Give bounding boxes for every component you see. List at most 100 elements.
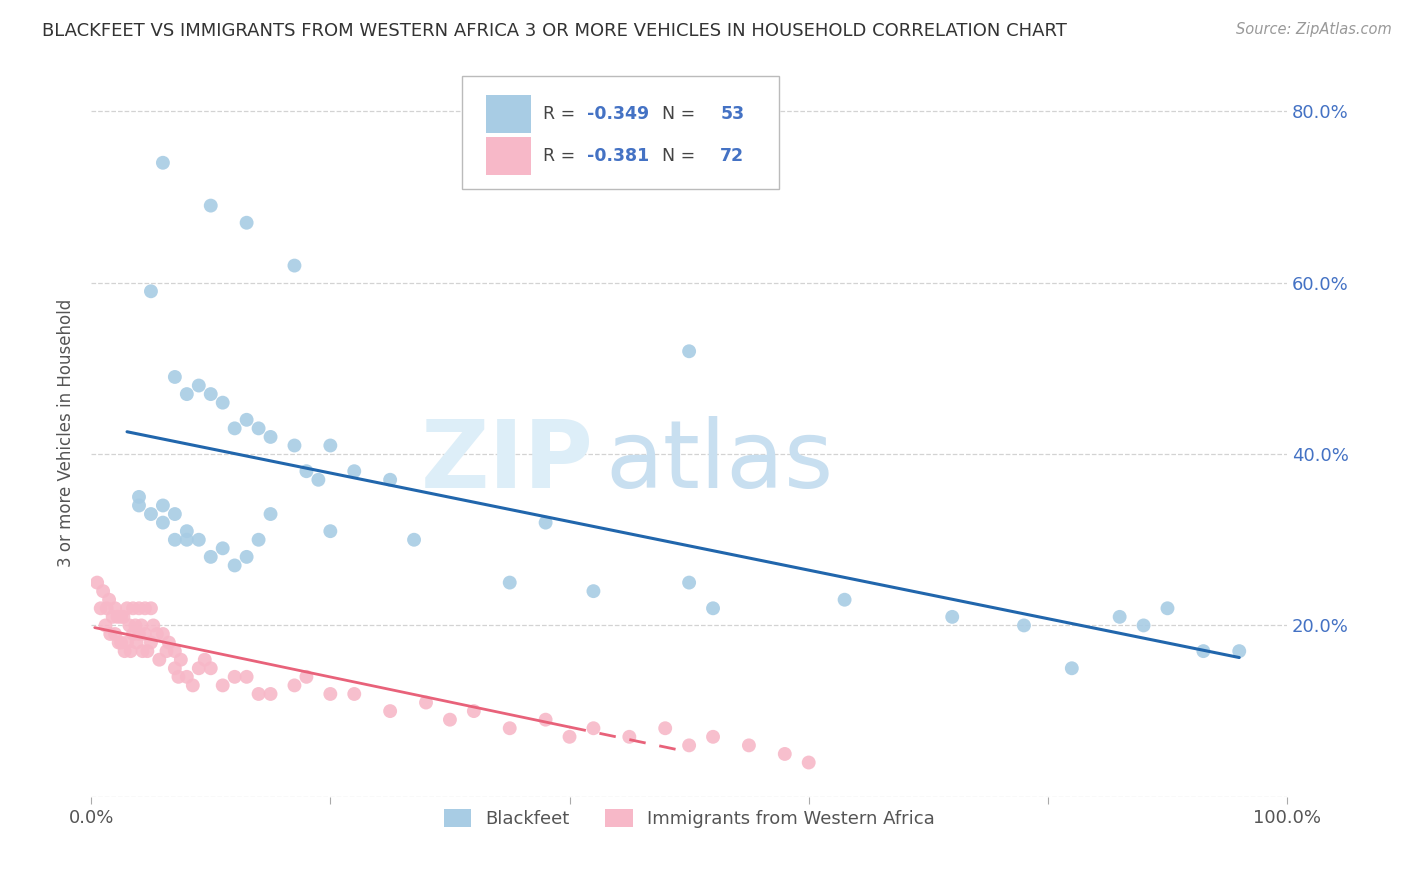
- Point: [402, 533, 425, 547]
- Point: [122, 627, 145, 641]
- Point: [283, 678, 305, 692]
- Point: [247, 421, 270, 435]
- Point: [211, 678, 233, 692]
- Text: N =: N =: [651, 147, 700, 165]
- Point: [1132, 618, 1154, 632]
- Point: [110, 635, 132, 649]
- Point: [247, 533, 270, 547]
- Point: [295, 464, 318, 478]
- Point: [139, 507, 162, 521]
- Point: [319, 438, 342, 452]
- Point: [187, 533, 209, 547]
- Point: [163, 507, 186, 521]
- Point: [702, 730, 724, 744]
- Point: [157, 635, 180, 649]
- Point: [702, 601, 724, 615]
- Point: [200, 549, 222, 564]
- Text: ZIP: ZIP: [420, 416, 593, 508]
- Point: [582, 721, 605, 735]
- Point: [91, 584, 114, 599]
- Point: [439, 713, 461, 727]
- Point: [128, 490, 150, 504]
- Point: [224, 670, 246, 684]
- FancyBboxPatch shape: [486, 137, 531, 175]
- Point: [235, 216, 257, 230]
- Text: 53: 53: [720, 105, 744, 123]
- Point: [128, 627, 150, 641]
- Point: [146, 627, 169, 641]
- Point: [139, 285, 162, 299]
- Point: [283, 259, 305, 273]
- Point: [181, 678, 204, 692]
- Point: [235, 549, 257, 564]
- Point: [200, 387, 222, 401]
- Point: [115, 601, 138, 615]
- Point: [200, 198, 222, 212]
- Point: [343, 687, 366, 701]
- Point: [139, 601, 162, 615]
- Point: [1012, 618, 1035, 632]
- Point: [211, 395, 233, 409]
- Text: -0.349: -0.349: [588, 105, 650, 123]
- Point: [163, 533, 186, 547]
- Text: N =: N =: [651, 105, 700, 123]
- Point: [295, 670, 318, 684]
- Text: -0.381: -0.381: [588, 147, 650, 165]
- Point: [378, 704, 401, 718]
- Point: [534, 516, 557, 530]
- Point: [142, 618, 165, 632]
- Point: [125, 635, 148, 649]
- Point: [194, 653, 217, 667]
- Point: [834, 592, 856, 607]
- Point: [678, 739, 700, 753]
- Point: [654, 721, 676, 735]
- Point: [224, 421, 246, 435]
- Point: [131, 618, 153, 632]
- Point: [90, 601, 112, 615]
- Point: [307, 473, 329, 487]
- Point: [259, 507, 281, 521]
- Point: [152, 627, 174, 641]
- Point: [1227, 644, 1250, 658]
- Point: [163, 644, 186, 658]
- Point: [176, 533, 198, 547]
- Point: [176, 524, 198, 538]
- Point: [378, 473, 401, 487]
- Point: [619, 730, 641, 744]
- Point: [211, 541, 233, 556]
- Point: [139, 635, 162, 649]
- Point: [738, 739, 761, 753]
- Point: [283, 438, 305, 452]
- Point: [155, 644, 177, 658]
- Point: [134, 627, 156, 641]
- Point: [224, 558, 246, 573]
- Point: [582, 584, 605, 599]
- Point: [1108, 610, 1130, 624]
- Point: [1060, 661, 1083, 675]
- Point: [499, 575, 522, 590]
- Text: Source: ZipAtlas.com: Source: ZipAtlas.com: [1236, 22, 1392, 37]
- Point: [107, 610, 129, 624]
- Point: [415, 696, 437, 710]
- Point: [112, 610, 135, 624]
- Point: [152, 155, 174, 169]
- Point: [86, 575, 108, 590]
- Point: [1192, 644, 1215, 658]
- Point: [122, 601, 145, 615]
- Point: [163, 661, 186, 675]
- Point: [134, 601, 156, 615]
- Point: [176, 387, 198, 401]
- Text: atlas: atlas: [606, 416, 834, 508]
- Text: 72: 72: [720, 147, 744, 165]
- Point: [187, 661, 209, 675]
- Point: [773, 747, 796, 761]
- Legend: Blackfeet, Immigrants from Western Africa: Blackfeet, Immigrants from Western Afric…: [436, 801, 942, 835]
- Y-axis label: 3 or more Vehicles in Household: 3 or more Vehicles in Household: [58, 299, 75, 566]
- Point: [797, 756, 820, 770]
- Point: [107, 635, 129, 649]
- Point: [499, 721, 522, 735]
- Point: [128, 499, 150, 513]
- Point: [941, 610, 963, 624]
- Point: [319, 524, 342, 538]
- Point: [98, 627, 121, 641]
